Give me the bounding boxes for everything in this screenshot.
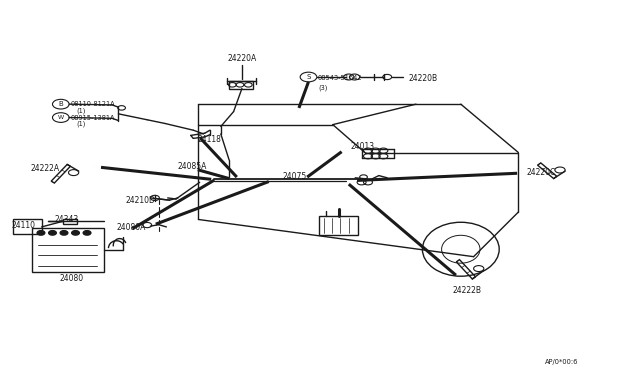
Text: 08915-1381A: 08915-1381A <box>70 115 115 121</box>
Text: 24222A: 24222A <box>31 164 60 173</box>
Text: 24080: 24080 <box>60 274 84 283</box>
Text: (3): (3) <box>319 85 328 92</box>
Text: (1): (1) <box>77 108 86 114</box>
Text: 24220B: 24220B <box>408 74 438 83</box>
Text: 24080A: 24080A <box>116 223 146 232</box>
Text: 24075: 24075 <box>283 172 307 181</box>
Text: 24085A: 24085A <box>178 162 207 171</box>
Bar <box>32 228 104 272</box>
Circle shape <box>83 231 91 235</box>
Text: 24013: 24013 <box>351 142 375 151</box>
Bar <box>319 216 358 235</box>
Text: 24118: 24118 <box>197 135 221 144</box>
Circle shape <box>37 231 45 235</box>
Circle shape <box>60 231 68 235</box>
Text: W: W <box>58 115 64 120</box>
Text: 24210D: 24210D <box>125 196 155 205</box>
Bar <box>229 81 253 89</box>
Text: B: B <box>58 101 63 107</box>
Text: 24110: 24110 <box>12 221 35 230</box>
Text: (1): (1) <box>77 121 86 128</box>
Circle shape <box>49 231 56 235</box>
Text: S: S <box>307 74 310 80</box>
Circle shape <box>72 231 79 235</box>
Bar <box>13 219 42 234</box>
Text: 24220C: 24220C <box>526 169 556 177</box>
Text: 24220A: 24220A <box>227 54 257 63</box>
Text: 24222B: 24222B <box>452 286 482 295</box>
Text: AP/0*00:6: AP/0*00:6 <box>545 359 579 365</box>
Text: 08543-51642: 08543-51642 <box>317 75 362 81</box>
Text: 08110-8121A: 08110-8121A <box>70 101 115 107</box>
Text: 24343: 24343 <box>54 215 79 224</box>
Bar <box>63 219 77 224</box>
